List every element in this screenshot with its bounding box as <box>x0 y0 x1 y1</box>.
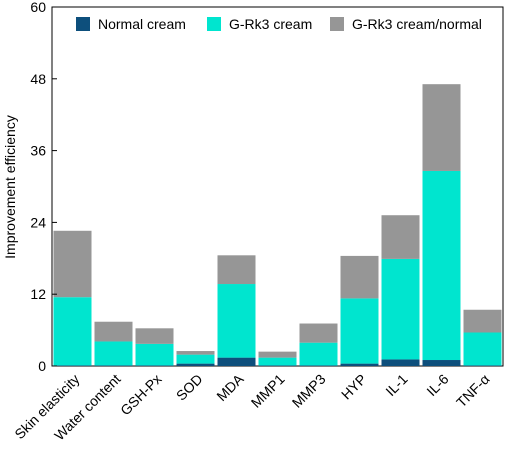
bar-segment-g-rk3-cream <box>53 297 92 366</box>
bar-segment-normal-cream <box>422 360 461 366</box>
legend-swatch <box>207 17 221 31</box>
legend-label: G-Rk3 cream <box>229 16 312 32</box>
bars <box>53 84 502 366</box>
bar-segment-g-rk3-cream-normal <box>135 328 174 344</box>
bar-segment-g-rk3-cream-normal <box>340 255 379 299</box>
y-tick-label: 48 <box>30 71 46 87</box>
y-axis: 0 12 24 36 48 60 <box>30 0 57 374</box>
bar-segment-g-rk3-cream <box>299 342 338 366</box>
x-tick-label: MMP3 <box>289 371 329 411</box>
x-tick-label: MDA <box>213 370 247 404</box>
legend-swatch <box>76 17 90 31</box>
bar-segment-g-rk3-cream <box>94 341 133 366</box>
bar-segment-g-rk3-cream-normal <box>463 309 502 333</box>
x-tick-label: IL-1 <box>382 371 411 400</box>
bar-segment-normal-cream <box>258 365 297 366</box>
x-tick-label: MMP1 <box>248 371 288 411</box>
y-tick-label: 0 <box>38 358 46 374</box>
bar-segment-g-rk3-cream-normal <box>381 215 420 259</box>
y-tick-label: 24 <box>30 214 46 230</box>
x-tick-label: HYP <box>338 371 370 403</box>
y-tick-label: 12 <box>30 286 46 302</box>
legend-swatch <box>330 17 344 31</box>
bar-segment-normal-cream <box>340 363 379 366</box>
bar-segment-normal-cream <box>176 363 215 366</box>
x-tick-label: SOD <box>173 371 206 404</box>
bar-segment-g-rk3-cream <box>258 357 297 366</box>
bar-segment-normal-cream <box>217 357 256 366</box>
y-tick-label: 36 <box>30 143 46 159</box>
x-tick-label: TNF-α <box>453 371 493 411</box>
bar-segment-normal-cream <box>381 359 420 366</box>
bar-segment-normal-cream <box>53 365 92 366</box>
bar-segment-normal-cream <box>463 365 502 366</box>
bar-segment-normal-cream <box>94 365 133 366</box>
bar-segment-g-rk3-cream-normal <box>258 351 297 358</box>
bar-segment-g-rk3-cream-normal <box>176 351 215 355</box>
bar-segment-g-rk3-cream-normal <box>94 321 133 342</box>
bar-segment-normal-cream <box>135 365 174 366</box>
bar-segment-g-rk3-cream <box>463 332 502 366</box>
bar-segment-g-rk3-cream <box>135 343 174 366</box>
bar-segment-g-rk3-cream-normal <box>422 84 461 171</box>
legend-label: G-Rk3 cream/normal <box>352 16 482 32</box>
bar-segment-g-rk3-cream <box>176 354 215 364</box>
bar-segment-g-rk3-cream <box>340 298 379 364</box>
bar-segment-g-rk3-cream <box>217 284 256 358</box>
bar-segment-g-rk3-cream-normal <box>299 323 338 343</box>
bar-segment-normal-cream <box>299 365 338 366</box>
bar-segment-g-rk3-cream-normal <box>53 230 92 298</box>
x-tick-label: GSH-Px <box>117 371 165 419</box>
y-axis-title: Improvement efficiency <box>2 115 18 259</box>
bar-segment-g-rk3-cream <box>422 170 461 361</box>
bar-segment-g-rk3-cream <box>381 258 420 360</box>
bar-segment-g-rk3-cream-normal <box>217 255 256 285</box>
legend-label: Normal cream <box>98 16 186 32</box>
y-tick-label: 60 <box>30 0 46 15</box>
legend: Normal cream G-Rk3 cream G-Rk3 cream/norma… <box>76 16 482 32</box>
x-tick-label: IL-6 <box>423 371 452 400</box>
